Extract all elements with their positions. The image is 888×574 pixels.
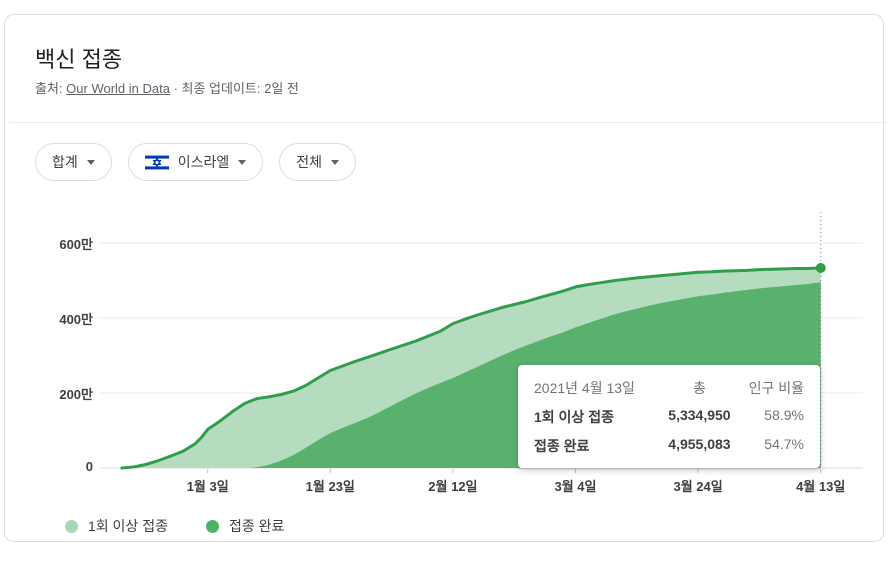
tooltip-col-total: 총 xyxy=(692,380,706,396)
x-axis-label: 1월 3일 xyxy=(186,479,229,494)
dose1-line xyxy=(120,266,823,470)
tooltip-row-label: 접종 완료 xyxy=(534,438,590,454)
tooltip-row-label: 1회 이상 접종 xyxy=(534,409,614,425)
y-axis-label: 600만 xyxy=(59,237,93,252)
legend-label-dose1: 1회 이상 접종 xyxy=(88,518,168,534)
filter-chips: 합계 이스라엘 전체 xyxy=(35,143,357,181)
country-filter-label: 이스라엘 xyxy=(177,154,230,170)
y-axis-label: 400만 xyxy=(59,312,93,327)
page-title: 백신 접종 xyxy=(35,47,123,72)
chevron-down-icon xyxy=(238,160,247,165)
source-link[interactable]: Our World in Data xyxy=(66,81,170,96)
tooltip-col-ratio: 인구 비율 xyxy=(748,380,804,396)
legend-item-dose2[interactable]: 접종 완료 xyxy=(205,516,285,536)
source-line: 출처: Our World in Data · 최종 업데이트: 2일 전 xyxy=(35,78,299,97)
metric-filter-label: 합계 xyxy=(52,154,78,170)
header-divider xyxy=(9,122,887,123)
israel-flag-icon xyxy=(144,153,169,171)
y-axis-label: 200만 xyxy=(59,387,93,402)
metric-filter-chip[interactable]: 합계 xyxy=(35,143,112,181)
tooltip-row-percent: 54.7% xyxy=(764,436,804,452)
x-axis-label: 3월 24일 xyxy=(673,479,723,494)
tooltip-row-value: 5,334,950 xyxy=(668,407,731,423)
scope-filter-label: 전체 xyxy=(296,154,323,170)
scope-filter-chip[interactable]: 전체 xyxy=(279,143,357,181)
legend-item-dose1[interactable]: 1회 이상 접종 xyxy=(65,516,168,536)
chevron-down-icon xyxy=(86,160,95,165)
chart-tooltip: 2021년 4월 13일 총 인구 비율 1회 이상 접종 5,334,950 … xyxy=(518,365,820,468)
chevron-down-icon xyxy=(331,160,340,165)
vaccination-card: 백신 접종 출처: Our World in Data · 최종 업데이트: 2… xyxy=(4,14,887,542)
y-axis-label: 0 xyxy=(85,459,93,474)
source-meta: · 최종 업데이트: 2일 전 xyxy=(169,81,299,96)
legend-dot-dose2 xyxy=(205,519,219,533)
x-axis-label: 3월 4일 xyxy=(554,479,597,494)
tooltip-row-value: 4,955,083 xyxy=(668,436,731,452)
source-prefix: 출처: xyxy=(35,81,67,96)
tooltip-row-percent: 58.9% xyxy=(764,407,804,423)
x-axis-label: 4월 13일 xyxy=(796,479,846,494)
legend-dot-dose1 xyxy=(65,519,78,533)
tooltip-date: 2021년 4월 13일 xyxy=(534,380,635,396)
x-axis-label: 2월 12일 xyxy=(428,479,478,494)
end-point-marker xyxy=(815,262,826,273)
country-filter-chip[interactable]: 이스라엘 xyxy=(127,143,264,181)
chart-legend: 1회 이상 접종 접종 완료 xyxy=(65,516,284,536)
legend-label-dose2: 접종 완료 xyxy=(228,518,285,534)
x-axis-label: 1월 23일 xyxy=(305,479,355,494)
